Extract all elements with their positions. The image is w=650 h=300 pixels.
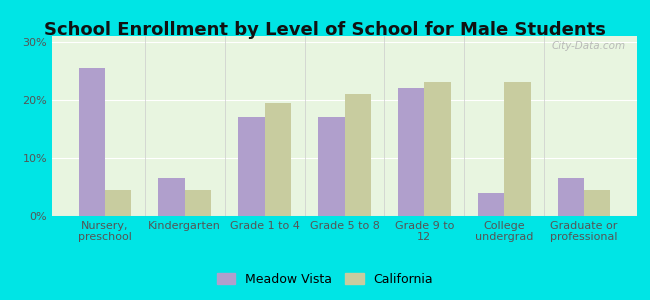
Bar: [398, 88, 424, 216]
Bar: [79, 68, 105, 216]
Bar: [478, 193, 504, 216]
Text: City-Data.com: City-Data.com: [551, 41, 625, 51]
Bar: [105, 190, 131, 216]
Bar: [239, 117, 265, 216]
Bar: [584, 190, 610, 216]
Legend: Meadow Vista, California: Meadow Vista, California: [212, 268, 438, 291]
Bar: [344, 94, 371, 216]
Bar: [504, 82, 530, 216]
Bar: [558, 178, 584, 216]
Text: School Enrollment by Level of School for Male Students: School Enrollment by Level of School for…: [44, 21, 606, 39]
Bar: [424, 82, 450, 216]
Bar: [265, 103, 291, 216]
Bar: [185, 190, 211, 216]
Bar: [159, 178, 185, 216]
Bar: [318, 117, 344, 216]
